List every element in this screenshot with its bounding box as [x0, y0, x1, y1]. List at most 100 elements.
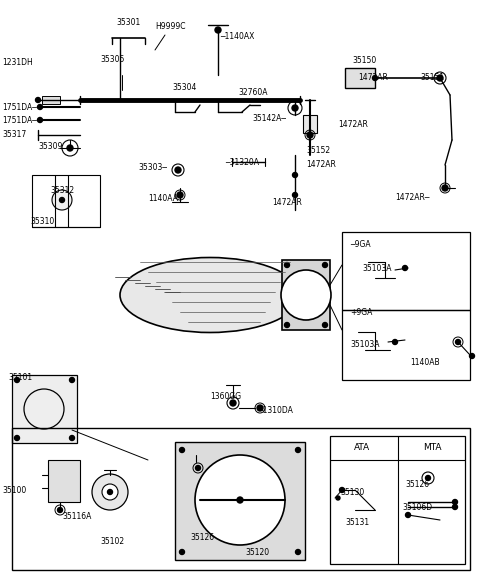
- Text: ─9GA: ─9GA: [350, 240, 371, 249]
- Text: 35310: 35310: [30, 217, 54, 226]
- Circle shape: [285, 322, 289, 328]
- Circle shape: [453, 499, 457, 505]
- Circle shape: [393, 339, 397, 345]
- Circle shape: [437, 75, 443, 81]
- Circle shape: [58, 508, 62, 513]
- Text: 32760A: 32760A: [238, 88, 267, 97]
- Text: 35102: 35102: [100, 537, 124, 546]
- Circle shape: [36, 98, 40, 102]
- Circle shape: [108, 489, 112, 495]
- Circle shape: [175, 167, 181, 173]
- Circle shape: [292, 193, 298, 197]
- Text: 35142A─: 35142A─: [252, 114, 286, 123]
- Circle shape: [296, 448, 300, 452]
- Circle shape: [339, 488, 345, 492]
- Circle shape: [292, 105, 298, 111]
- Bar: [42, 96, 60, 104]
- Text: 35126: 35126: [190, 533, 214, 542]
- Circle shape: [372, 76, 377, 80]
- Circle shape: [336, 496, 340, 500]
- Circle shape: [442, 185, 448, 191]
- Text: H9999C: H9999C: [155, 22, 185, 31]
- Bar: [32, 175, 100, 227]
- Circle shape: [70, 435, 74, 441]
- Text: 1140AB: 1140AB: [410, 358, 440, 367]
- Ellipse shape: [120, 257, 300, 332]
- Circle shape: [307, 132, 313, 138]
- Circle shape: [453, 505, 457, 509]
- Circle shape: [296, 549, 300, 555]
- Text: 35103A: 35103A: [350, 340, 380, 349]
- Circle shape: [323, 322, 327, 328]
- Text: 35152: 35152: [306, 146, 330, 155]
- Text: 35116A: 35116A: [62, 512, 91, 521]
- Text: 35305: 35305: [100, 55, 124, 64]
- Bar: [330, 436, 465, 564]
- Text: 1472AR: 1472AR: [272, 198, 302, 207]
- Text: MTA: MTA: [423, 443, 441, 452]
- Circle shape: [195, 455, 285, 545]
- Circle shape: [195, 466, 201, 470]
- Bar: [282, 260, 330, 330]
- Circle shape: [285, 262, 289, 268]
- Bar: [342, 310, 470, 380]
- Bar: [12, 375, 77, 443]
- Bar: [342, 232, 470, 310]
- Circle shape: [70, 378, 74, 382]
- Circle shape: [14, 378, 20, 382]
- Circle shape: [102, 484, 118, 500]
- Text: ATA: ATA: [354, 443, 370, 452]
- Text: ─31320A: ─31320A: [225, 158, 259, 167]
- Circle shape: [323, 262, 327, 268]
- Text: 1140AA: 1140AA: [148, 194, 178, 203]
- Text: 35151: 35151: [420, 73, 444, 82]
- Circle shape: [180, 448, 184, 452]
- Text: 1472AR: 1472AR: [338, 120, 368, 129]
- Text: 1472AR─: 1472AR─: [395, 193, 430, 202]
- Text: 35304: 35304: [172, 83, 196, 92]
- Text: ─1310DA: ─1310DA: [258, 406, 293, 415]
- Text: 35100: 35100: [2, 486, 26, 495]
- Circle shape: [215, 27, 221, 33]
- Circle shape: [456, 339, 460, 345]
- Circle shape: [292, 172, 298, 178]
- Circle shape: [469, 353, 475, 359]
- Text: 35126: 35126: [405, 480, 429, 489]
- Text: 1231DH: 1231DH: [2, 58, 33, 67]
- Circle shape: [180, 549, 184, 555]
- Circle shape: [52, 190, 72, 210]
- Text: 35301: 35301: [116, 18, 140, 27]
- Text: 1472AR: 1472AR: [358, 73, 388, 82]
- Circle shape: [92, 474, 128, 510]
- Circle shape: [177, 192, 183, 198]
- Text: 35101: 35101: [8, 373, 32, 382]
- Circle shape: [237, 497, 243, 503]
- Circle shape: [281, 270, 331, 320]
- Text: 35303─: 35303─: [138, 163, 167, 172]
- Bar: [175, 442, 305, 560]
- Text: 35131: 35131: [345, 518, 369, 527]
- Text: 35150: 35150: [352, 56, 376, 65]
- Text: 35106D: 35106D: [402, 503, 432, 512]
- Circle shape: [425, 475, 431, 481]
- Circle shape: [60, 197, 64, 203]
- Text: +9GA: +9GA: [350, 308, 372, 317]
- Text: 35317: 35317: [2, 130, 26, 139]
- Text: 35120: 35120: [245, 548, 269, 557]
- Circle shape: [406, 513, 410, 517]
- Circle shape: [14, 435, 20, 441]
- Bar: [303, 115, 317, 133]
- Circle shape: [257, 405, 263, 411]
- Bar: [345, 68, 375, 88]
- Circle shape: [403, 265, 408, 271]
- Text: 1751DA─: 1751DA─: [2, 116, 37, 125]
- Text: 1472AR: 1472AR: [306, 160, 336, 169]
- Text: 1751DA─: 1751DA─: [2, 103, 37, 112]
- Text: 35309: 35309: [38, 142, 62, 151]
- Bar: [12, 428, 470, 570]
- Text: 1360GG: 1360GG: [210, 392, 241, 401]
- Circle shape: [37, 118, 43, 122]
- Bar: [48, 460, 80, 502]
- Text: 35312: 35312: [50, 186, 74, 195]
- Circle shape: [37, 105, 43, 109]
